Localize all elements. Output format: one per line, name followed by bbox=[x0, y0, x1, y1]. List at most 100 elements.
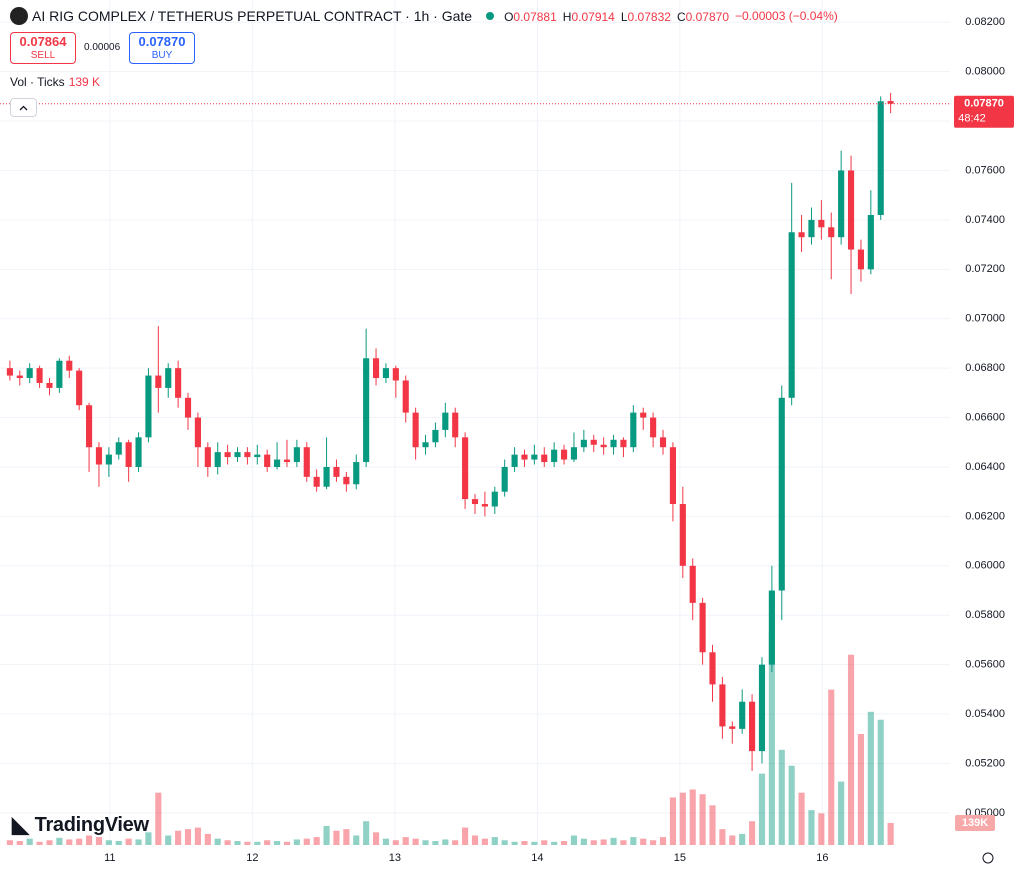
volume-bar bbox=[541, 840, 548, 845]
candle-body bbox=[570, 447, 578, 460]
candle-body bbox=[481, 504, 488, 507]
volume-bar bbox=[145, 832, 152, 845]
volume-bar bbox=[739, 833, 746, 845]
candle-body bbox=[709, 652, 716, 685]
candle-body bbox=[620, 439, 627, 448]
ohlc-value: 0.07832 bbox=[627, 10, 671, 24]
ohlc-key: H bbox=[562, 10, 572, 24]
candle-body bbox=[511, 454, 518, 467]
volume-bar bbox=[36, 841, 43, 845]
candle-body bbox=[56, 360, 63, 388]
volume-bar bbox=[709, 805, 716, 845]
sell-price: 0.07864 bbox=[19, 34, 67, 49]
candle-body bbox=[452, 412, 459, 438]
sell-button[interactable]: 0.07864 SELL bbox=[10, 32, 76, 64]
candle-body bbox=[184, 397, 192, 418]
volume-bar bbox=[115, 841, 122, 845]
x-tick-label: 16 bbox=[816, 852, 828, 864]
y-tick-label: 0.05400 bbox=[965, 708, 1005, 720]
candle-body bbox=[630, 412, 637, 448]
volume-bar bbox=[828, 689, 835, 845]
candle-body bbox=[551, 449, 558, 463]
y-tick-label: 0.05200 bbox=[965, 757, 1005, 769]
candle-body bbox=[847, 170, 855, 250]
watermark-icon: ◣ bbox=[12, 812, 29, 837]
volume-bar bbox=[847, 654, 855, 845]
candle-body bbox=[6, 368, 13, 376]
y-tick-label: 0.07600 bbox=[965, 164, 1005, 176]
indicator-value: 139 K bbox=[68, 75, 101, 89]
volume-bar bbox=[333, 830, 340, 845]
candle-body bbox=[758, 664, 766, 752]
candle-body bbox=[808, 219, 815, 238]
candle-body bbox=[531, 454, 538, 460]
volume-bar bbox=[551, 841, 558, 845]
volume-bar bbox=[6, 840, 13, 845]
volume-bar bbox=[620, 840, 627, 845]
candle-body bbox=[175, 368, 182, 398]
candle-body bbox=[521, 454, 528, 460]
x-tick-label: 11 bbox=[104, 852, 115, 864]
volume-bar bbox=[521, 841, 528, 845]
indicator-legend: Vol · Ticks 139 K bbox=[10, 75, 100, 89]
candle-body bbox=[749, 701, 756, 752]
candle-body bbox=[115, 442, 122, 455]
volume-bar bbox=[877, 719, 884, 845]
y-tick-label: 0.06000 bbox=[965, 560, 1005, 572]
volume-bar bbox=[283, 841, 291, 845]
candle-body bbox=[303, 447, 310, 477]
volume-bar bbox=[669, 797, 676, 845]
candle-body bbox=[26, 368, 33, 379]
volume-bar bbox=[768, 632, 775, 845]
ohlc-key: L bbox=[620, 10, 628, 24]
candle-body bbox=[491, 491, 498, 507]
candle-body bbox=[244, 452, 251, 458]
candle-body bbox=[95, 447, 103, 465]
volume-bar bbox=[481, 838, 488, 845]
candle-body bbox=[105, 454, 112, 465]
chevron bbox=[19, 105, 28, 111]
watermark-text: TradingView bbox=[34, 813, 149, 836]
y-tick-label: 0.05800 bbox=[965, 609, 1005, 621]
volume-bar bbox=[323, 825, 330, 845]
volume-bar bbox=[818, 813, 825, 845]
candle-body bbox=[194, 417, 201, 448]
candle-body bbox=[838, 170, 845, 238]
volume-bar bbox=[135, 839, 142, 845]
ohlc: O0.07881 H0.07914 L0.07832 C0.07870 bbox=[504, 8, 735, 24]
candle-body bbox=[422, 442, 429, 448]
candle-body bbox=[768, 590, 775, 665]
y-tick-label: 0.06200 bbox=[965, 510, 1005, 522]
countdown: 48:42 bbox=[958, 113, 986, 125]
volume-bar bbox=[363, 821, 370, 845]
candle-body bbox=[234, 452, 241, 458]
volume-bar bbox=[778, 749, 785, 845]
volume-bar bbox=[343, 829, 350, 845]
candle-body bbox=[610, 439, 617, 448]
candle-body bbox=[857, 249, 865, 270]
ohlc-key: C bbox=[676, 10, 686, 24]
ohlc-value: 0.07870 bbox=[685, 10, 729, 24]
x-tick-label: 13 bbox=[389, 852, 401, 864]
settings-icon bbox=[982, 852, 994, 864]
ohlc-item: H0.07914 bbox=[563, 10, 615, 24]
candle-body bbox=[679, 504, 686, 566]
volume-bar bbox=[442, 839, 449, 845]
candle-body bbox=[323, 466, 330, 487]
symbol-title[interactable]: AI RIG COMPLEX / TETHERUS PERPETUAL CONT… bbox=[32, 8, 473, 24]
y-tick-label: 0.08000 bbox=[965, 66, 1005, 78]
volume-bar bbox=[729, 835, 736, 845]
collapse-button[interactable] bbox=[10, 98, 37, 117]
volume-bar bbox=[590, 840, 597, 845]
x-tick-label: 14 bbox=[531, 852, 543, 864]
volume-bar bbox=[808, 810, 815, 845]
x-tick-label: 15 bbox=[674, 852, 686, 864]
candle-body bbox=[85, 405, 93, 448]
buy-button[interactable]: 0.07870 BUY bbox=[129, 32, 195, 64]
candle-body bbox=[165, 368, 172, 388]
candle-body bbox=[363, 358, 370, 463]
candle-body bbox=[659, 437, 667, 448]
candle-body bbox=[36, 368, 43, 383]
candle-body bbox=[600, 444, 607, 448]
candle-body bbox=[412, 412, 419, 448]
